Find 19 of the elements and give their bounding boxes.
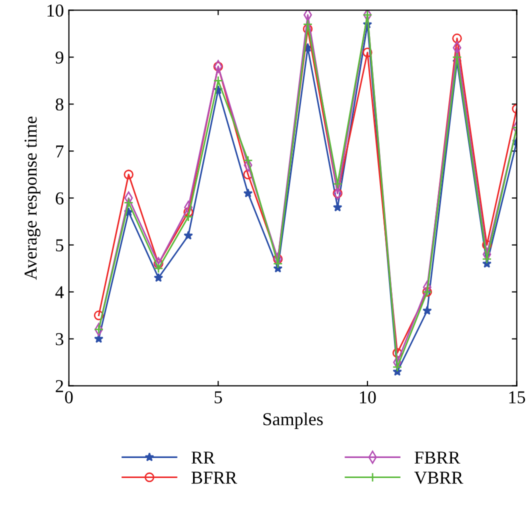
y-tick-label: 5 — [56, 239, 64, 252]
y-tick-label: 3 — [56, 333, 64, 346]
y-tick-label: 9 — [56, 51, 64, 64]
y-tick-label: 8 — [56, 98, 64, 111]
legend-label: BFRR — [192, 472, 238, 484]
x-tick-label: 15 — [509, 391, 526, 404]
y-tick-label: 7 — [56, 146, 64, 158]
x-axis-title: Samples — [263, 412, 323, 429]
y-tick-label: 4 — [55, 286, 64, 298]
y-axis-title: Average response time — [24, 116, 40, 280]
x-tick-label: 10 — [360, 391, 376, 404]
legend-label: RR — [192, 452, 216, 464]
y-tick-label: 2 — [56, 380, 64, 392]
x-tick-label: 5 — [214, 391, 222, 404]
x-tick-label: 0 — [65, 391, 73, 404]
legend-label: FBRR — [414, 452, 460, 464]
y-tick-label: 6 — [56, 192, 64, 204]
legend-label: VBRR — [414, 472, 464, 484]
y-tick-label: 10 — [48, 4, 64, 17]
